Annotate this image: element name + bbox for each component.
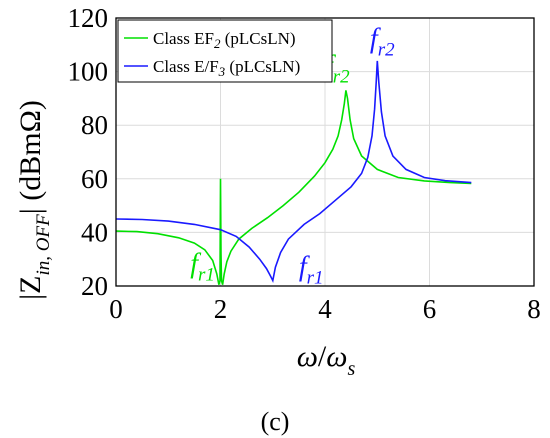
series-line [115,90,472,285]
panel-label: (c) [261,407,290,436]
x-tick-label: 2 [214,294,228,324]
legend: Class EF2 (pLCsLN) Class E/F3 (pLCsLN) [117,19,333,83]
y-axis-label: |Zin, OFF| (dBmΩ) [14,100,54,300]
x-tick-label: 0 [109,294,123,324]
y-tick-label: 80 [81,110,108,140]
series-line [115,60,472,284]
legend-entry: Class E/F3 (pLCsLN) [153,57,300,79]
legend-box [117,19,333,83]
y-tick-label: 40 [81,217,108,247]
y-tick-label: 20 [81,271,108,301]
y-tick-label: 60 [81,164,108,194]
y-tick-label: 120 [68,3,109,33]
legend-entry: Class EF2 (pLCsLN) [153,29,296,51]
y-tick-labels: 20 40 60 80 100 120 [68,3,109,301]
annotation-label: fr1 [299,251,324,288]
x-tick-label: 8 [527,294,541,324]
x-tick-label: 4 [318,294,332,324]
x-axis-label: ω/ωs [297,340,356,380]
y-tick-label: 100 [68,57,109,87]
annotation-label: fr2 [370,23,395,60]
x-tick-label: 6 [423,294,437,324]
annotation-label: fr1 [190,249,215,286]
axes-frame [115,17,535,287]
series-layer [115,60,472,285]
x-tick-labels: 0 2 4 6 8 [109,294,541,324]
